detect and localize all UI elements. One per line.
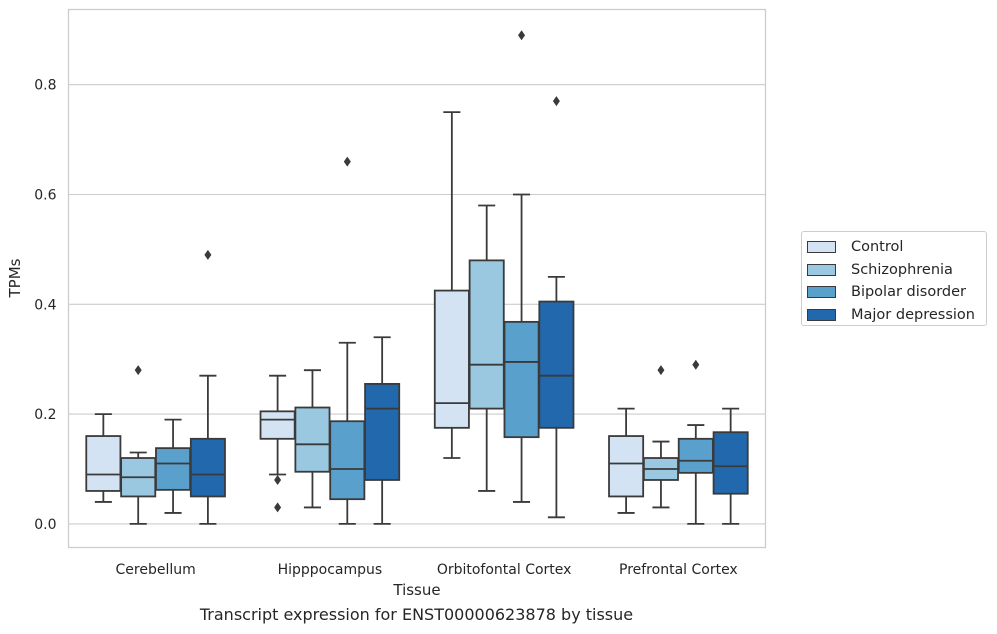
legend-label: Bipolar disorder [851,284,966,301]
chart-caption: Transcript expression for ENST0000062387… [199,605,634,624]
outlier-point [518,30,526,41]
box-iqr [364,383,401,481]
x-tick-label: Hipppocampus [278,562,383,578]
legend-swatch [807,241,836,254]
box [538,96,575,519]
box-iqr [155,447,192,491]
x-axis-ticks: Cerebellum Hipppocampus Orbitofontal Corte… [116,562,738,578]
box [712,407,749,525]
box-iqr [329,420,366,501]
outlier-point [343,156,351,167]
outlier-point [134,365,142,376]
box [329,156,366,525]
box [189,249,226,525]
box [85,413,122,503]
y-axis-label: TPMs [6,258,24,298]
box [642,365,679,509]
box-iqr [85,435,122,492]
legend-swatch [807,263,836,276]
legend-label: Major depression [851,306,975,323]
box-series [85,30,749,525]
legend: Control Schizophrenia Bipolar disorder Majo… [801,231,987,326]
box-iqr [608,435,645,498]
y-tick-label: 0.6 [34,188,56,204]
box [468,204,505,492]
box [364,336,401,525]
x-tick-label: Orbitofontal Cortex [437,562,572,578]
box-iqr [677,437,714,474]
box [503,30,540,503]
x-tick-label: Cerebellum [116,562,196,578]
legend-label: Control [851,239,904,256]
outlier-point [274,502,282,513]
x-axis-label: Tissue [392,581,440,599]
box-iqr [538,300,575,429]
legend-label: Schizophrenia [851,261,953,278]
y-tick-label: 0.2 [34,407,56,423]
series-major-depression [189,96,749,525]
box [677,359,714,525]
box [433,111,470,459]
outlier-point [204,249,212,260]
outlier-point [274,474,282,485]
box-iqr [503,320,540,439]
y-tick-label: 0.8 [34,78,56,94]
legend-swatch [807,308,836,321]
series-control [85,111,645,514]
y-tick-label: 0.4 [34,297,56,313]
box-iqr [468,259,505,410]
y-tick-label: 0.0 [34,517,56,533]
x-tick-label: Prefrontal Cortex [619,562,738,578]
legend-item: Control [802,236,986,259]
outlier-point [657,365,665,376]
legend-swatch [807,286,836,299]
series-bipolar-disorder [155,30,714,525]
box-iqr [294,406,331,473]
y-axis-ticks: 0.0 0.2 0.4 0.6 0.8 [34,78,56,533]
box-iqr [259,410,296,440]
box-iqr [433,289,470,429]
outlier-point [692,359,700,370]
outlier-point [552,96,560,107]
box-iqr [189,437,226,498]
legend-item: Bipolar disorder [802,281,986,304]
legend-item: Schizophrenia [802,259,986,282]
grid-lines [68,84,766,525]
box-iqr [712,431,749,495]
legend-item: Major depression [802,304,986,327]
